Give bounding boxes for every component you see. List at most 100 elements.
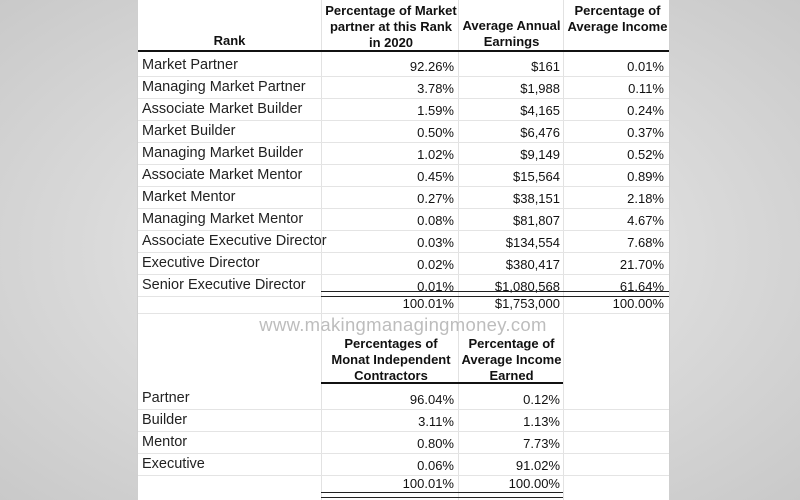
partner-percentage: 92.26% — [409, 59, 454, 74]
income-percentage: 0.24% — [627, 103, 664, 118]
average-earnings: $6,476 — [520, 125, 560, 140]
row-divider — [138, 409, 669, 410]
income-earned-percentage: 1.13% — [523, 414, 560, 429]
total-income: 100.00% — [612, 296, 664, 311]
table-row: Market Builder 0.50% $6,476 0.37% — [138, 121, 669, 143]
table-row: Associate Executive Director 0.03% $134,55… — [138, 231, 669, 253]
rank-name: Executive Director — [142, 255, 260, 271]
income-percentage: 7.68% — [627, 235, 664, 250]
average-earnings: $380,417 — [505, 257, 560, 272]
header-underline — [321, 382, 563, 384]
spreadsheet: Rank Percentage of Market partner at thi… — [137, 0, 670, 500]
partner-percentage: 1.02% — [417, 147, 454, 162]
rank-name: Senior Executive Director — [142, 277, 306, 293]
average-earnings: $161 — [531, 59, 560, 74]
table-row: Market Partner 92.26% $161 0.01% — [138, 55, 669, 77]
column-divider — [563, 0, 564, 500]
rank-name: Managing Market Mentor — [142, 211, 304, 227]
header-percentage-of-partners: Percentage of Market partner at this Ran… — [325, 3, 457, 50]
income-earned-percentage: 7.73% — [523, 436, 560, 451]
header-rank: Rank — [213, 33, 246, 48]
income-earned-percentage: 91.02% — [515, 458, 560, 473]
row-divider — [138, 208, 669, 209]
header-percentages-contractors: Percentages of Monat Independent Contrac… — [331, 336, 451, 383]
income-percentage: 0.11% — [628, 81, 664, 96]
contractor-percentage: 0.06% — [417, 458, 454, 473]
row-divider — [138, 76, 669, 77]
row-divider — [138, 98, 669, 99]
contractor-percentage: 0.80% — [417, 436, 454, 451]
average-earnings: $9,149 — [520, 147, 560, 162]
partner-percentage: 0.50% — [417, 125, 454, 140]
partner-percentage: 1.59% — [417, 103, 454, 118]
header-average-earnings: Average Annual Earnings — [462, 18, 561, 49]
rank-name: Associate Market Builder — [142, 101, 303, 117]
rank-name: Associate Executive Director — [142, 233, 327, 249]
income-percentage: 0.37% — [627, 125, 664, 140]
row-divider — [138, 431, 669, 432]
income-percentage: 0.52% — [627, 147, 664, 162]
row-divider — [138, 274, 669, 275]
average-earnings: $1,080,568 — [494, 279, 560, 294]
income-percentage: 21.70% — [619, 257, 664, 272]
income-percentage: 0.01% — [627, 59, 664, 74]
partner-percentage: 3.78% — [417, 81, 454, 96]
table-row: Executive Director 0.02% $380,417 21.70% — [138, 253, 669, 275]
income-percentage: 2.18% — [627, 191, 664, 206]
rank-group-name: Mentor — [142, 434, 188, 450]
table-row: Associate Market Builder 1.59% $4,165 0.24% — [138, 99, 669, 121]
total-double-rule — [321, 291, 669, 297]
table-row: Market Mentor 0.27% $38,151 2.18% — [138, 187, 669, 209]
row-divider — [138, 120, 669, 121]
table-row: Mentor 0.80% 7.73% — [138, 432, 669, 454]
row-divider — [138, 164, 669, 165]
income-percentage: 61.64% — [619, 279, 664, 294]
partner-percentage: 0.02% — [417, 257, 454, 272]
rank-group-name: Partner — [142, 390, 190, 406]
header-income-earned: Percentage of Average Income Earned — [461, 336, 562, 383]
row-divider — [138, 453, 669, 454]
row-divider — [138, 186, 669, 187]
income-percentage: 0.89% — [627, 169, 664, 184]
header-percentage-of-income: Percentage of Average Income — [567, 3, 668, 34]
column-divider — [321, 0, 322, 500]
table-row: Managing Market Partner 3.78% $1,988 0.11% — [138, 77, 669, 99]
total-double-rule — [321, 492, 563, 498]
row-divider — [138, 313, 669, 314]
watermark: www.makingmanagingmoney.com — [259, 314, 547, 335]
table-row: Builder 3.11% 1.13% — [138, 410, 669, 432]
partner-percentage: 0.03% — [417, 235, 454, 250]
header-underline — [138, 50, 669, 52]
rank-name: Managing Market Partner — [142, 79, 306, 95]
rank-name: Market Mentor — [142, 189, 236, 205]
total-percentage: 100.01% — [402, 296, 454, 311]
average-earnings: $15,564 — [513, 169, 560, 184]
rank-group-name: Executive — [142, 456, 205, 472]
contractor-percentage: 96.04% — [409, 392, 454, 407]
average-earnings: $134,554 — [505, 235, 560, 250]
average-earnings: $1,988 — [520, 81, 560, 96]
income-earned-percentage: 0.12% — [523, 392, 560, 407]
rank-name: Managing Market Builder — [142, 145, 304, 161]
rank-name: Market Partner — [142, 57, 238, 73]
partner-percentage: 0.01% — [417, 279, 454, 294]
average-earnings: $81,807 — [513, 213, 560, 228]
total-earnings: $1,753,000 — [494, 296, 560, 311]
table-row: Managing Market Mentor 0.08% $81,807 4.67% — [138, 209, 669, 231]
column-divider — [458, 0, 459, 500]
rank-group-name: Builder — [142, 412, 188, 428]
partner-percentage: 0.08% — [417, 213, 454, 228]
income-percentage: 4.67% — [627, 213, 664, 228]
rank-name: Market Builder — [142, 123, 236, 139]
row-divider — [138, 230, 669, 231]
table-row: Executive 0.06% 91.02% — [138, 454, 669, 476]
partner-percentage: 0.45% — [417, 169, 454, 184]
rank-name: Associate Market Mentor — [142, 167, 303, 183]
average-earnings: $38,151 — [513, 191, 560, 206]
partner-percentage: 0.27% — [417, 191, 454, 206]
average-earnings: $4,165 — [520, 103, 560, 118]
total-contractor-percentage: 100.01% — [402, 476, 454, 491]
table-row: Associate Market Mentor 0.45% $15,564 0.89% — [138, 165, 669, 187]
table-row: Managing Market Builder 1.02% $9,149 0.52% — [138, 143, 669, 165]
table-row: Partner 96.04% 0.12% — [138, 388, 669, 410]
